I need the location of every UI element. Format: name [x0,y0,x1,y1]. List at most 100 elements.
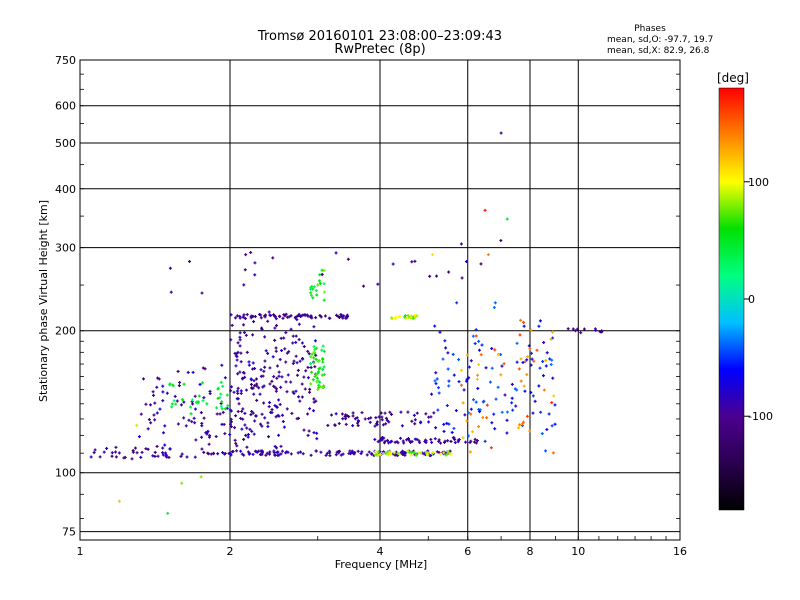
data-point [481,400,485,404]
data-point [316,370,320,374]
data-point [500,410,504,414]
data-point [302,375,306,379]
data-point [223,432,227,436]
data-point [144,402,148,406]
data-point [253,261,257,265]
data-point [247,363,251,367]
data-point [178,380,182,384]
data-point [284,331,288,335]
data-point [314,399,318,403]
data-point [383,411,387,415]
data-point [461,401,465,405]
data-point [180,481,184,485]
data-point [449,439,453,443]
data-point [549,337,553,341]
data-point [539,410,543,414]
data-point [275,446,279,450]
data-point [236,386,240,390]
data-point [477,339,481,343]
data-point [529,351,533,355]
data-point [173,394,177,398]
data-point [133,446,137,450]
data-point [349,452,353,456]
data-point [333,423,337,427]
data-point [306,412,310,416]
data-point [273,385,277,389]
data-point [243,411,247,415]
data-point [413,437,417,441]
data-point [229,389,233,393]
data-point [262,401,266,405]
data-point [438,452,442,456]
data-point [391,262,395,266]
data-point [249,413,253,417]
data-point [246,433,250,437]
data-point [419,451,423,455]
data-point [172,399,176,403]
data-point [209,452,213,456]
data-point [240,376,244,380]
data-point [381,423,385,427]
phase-mean-o: mean, sd,O: -97.7, 19.7 [607,35,713,45]
data-point [483,208,487,212]
data-point [566,327,570,331]
data-point [522,324,526,328]
data-point [464,260,468,264]
data-point [373,424,377,428]
y-tick-label: 750 [55,54,76,67]
data-point [296,368,300,372]
data-point [114,445,118,449]
data-point [313,339,317,343]
data-point [369,416,373,420]
data-point [273,314,277,318]
data-point [481,416,485,420]
data-point [302,428,306,432]
data-point [415,411,419,415]
data-point [270,408,274,412]
data-point [334,453,338,457]
data-point [244,333,248,337]
data-point [314,449,318,453]
data-point [249,377,253,381]
data-point [246,435,250,439]
data-point [375,422,379,426]
data-point [355,416,359,420]
data-point [373,437,377,441]
data-point [529,391,533,395]
data-point [496,385,500,389]
data-point [351,424,355,428]
data-point [252,320,256,324]
data-point [519,357,523,361]
data-point [434,426,438,430]
data-point [389,440,393,444]
data-point [492,412,496,416]
data-point [550,401,554,405]
data-point [98,455,102,459]
data-point [446,367,450,371]
data-point [451,436,455,440]
data-point [315,293,319,297]
data-point [407,314,411,318]
data-point [215,406,219,410]
data-point [499,373,503,377]
data-point [203,367,207,371]
data-point [117,499,121,503]
data-point [259,368,263,372]
data-point [298,399,302,403]
data-point [206,451,210,455]
data-point [290,411,294,415]
data-point [531,411,535,415]
data-point [155,411,159,415]
data-point [252,379,256,383]
data-point [453,441,457,445]
data-point [544,364,548,368]
data-point [488,380,492,384]
data-point [418,441,422,445]
data-point [241,417,245,421]
data-point [309,453,313,457]
data-point [275,405,279,409]
phase-heading: Phases [634,24,666,34]
data-point [312,409,316,413]
data-point [523,389,527,393]
